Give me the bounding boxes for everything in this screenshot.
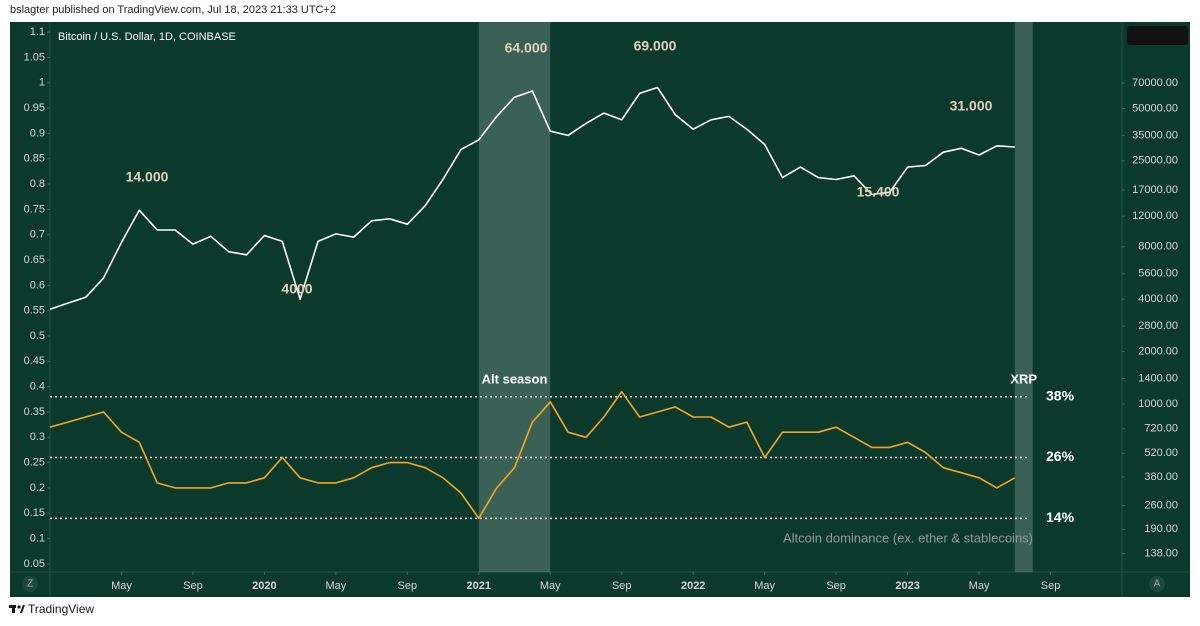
y-tick-label: 0.2 — [30, 482, 45, 494]
y-tick-label: 0.35 — [24, 406, 45, 418]
button-label[interactable]: Z — [27, 579, 33, 590]
region-label: XRP — [1010, 371, 1037, 386]
annotation: 31.000 — [950, 98, 993, 114]
x-tick-label: 2022 — [681, 580, 705, 592]
series-line — [49, 390, 1016, 520]
y-tick-label: 1 — [39, 77, 45, 89]
y2-tick-label: 1000.00 — [1138, 398, 1178, 410]
y2-tick-label: 12000.00 — [1132, 210, 1178, 222]
y2-tick-label: 138.00 — [1144, 547, 1178, 559]
y2-tick-label: 380.00 — [1144, 471, 1178, 483]
x-tick-label: May — [325, 580, 346, 592]
chart-panel — [10, 22, 1190, 597]
reference-label: 38% — [1046, 387, 1075, 403]
annotation: 14.000 — [126, 169, 169, 185]
annotation: 64.000 — [505, 40, 548, 56]
y-tick-label: 0.3 — [30, 431, 45, 443]
y2-tick-label: 190.00 — [1144, 523, 1178, 535]
logo — [9, 605, 25, 613]
x-tick-label: May — [540, 580, 561, 592]
annotation: 4000 — [281, 281, 312, 297]
y2-tick-label: 50000.00 — [1132, 102, 1178, 114]
y-tick-label: 0.75 — [24, 203, 45, 215]
y2-tick-label: 8000.00 — [1138, 241, 1178, 253]
y-tick-label: 0.55 — [24, 305, 45, 317]
y-tick-label: 0.7 — [30, 229, 45, 241]
annotation: 69.000 — [634, 38, 677, 54]
x-tick-label: May — [111, 580, 132, 592]
series-line — [49, 86, 1015, 311]
y-tick-label: 1.05 — [24, 51, 45, 63]
y2-tick-label: 2800.00 — [1138, 320, 1178, 332]
y2-tick-label: 5600.00 — [1138, 268, 1178, 280]
y2-tick-label: 25000.00 — [1132, 155, 1178, 167]
y2-tick-label: 70000.00 — [1132, 77, 1178, 89]
x-tick-label: Sep — [183, 580, 203, 592]
y2-tick-label: 17000.00 — [1132, 184, 1178, 196]
y-tick-label: 1.1 — [30, 26, 45, 38]
y-tick-label: 0.5 — [30, 330, 45, 342]
y-tick-label: 0.95 — [24, 102, 45, 114]
reference-label: 14% — [1046, 509, 1075, 525]
y-tick-label: 0.65 — [24, 254, 45, 266]
y-tick-label: 0.6 — [30, 279, 45, 291]
reference-label: 26% — [1046, 448, 1075, 464]
region-label: Alt season — [482, 371, 548, 386]
y2-tick-label: 35000.00 — [1132, 129, 1178, 141]
button[interactable] — [1149, 576, 1165, 592]
header: bslagter published on TradingView.com, J… — [10, 4, 336, 16]
y-tick-label: 0.9 — [30, 127, 45, 139]
y2-tick-label: 260.00 — [1144, 500, 1178, 512]
y2-tick-label: 520.00 — [1144, 447, 1178, 459]
y-tick-label: 0.8 — [30, 178, 45, 190]
y2-tick-label: 1400.00 — [1138, 372, 1178, 384]
region — [1014, 22, 1033, 572]
y-tick-label: 0.4 — [30, 381, 45, 393]
series-caption: Altcoin dominance (ex. ether & stablecoi… — [783, 530, 1033, 545]
footer: TradingView — [28, 602, 94, 616]
region — [478, 22, 551, 572]
x-tick-label: 2020 — [252, 580, 276, 592]
x-tick-label: Sep — [1041, 580, 1061, 592]
y-tick-label: 0.45 — [24, 355, 45, 367]
x-tick-label: Sep — [826, 580, 846, 592]
y-tick-label: 0.1 — [30, 532, 45, 544]
y2-tick-label: 4000.00 — [1138, 293, 1178, 305]
x-tick-label: 2021 — [467, 580, 491, 592]
y2-tick-label: 2000.00 — [1138, 345, 1178, 357]
y-tick-label: 0.15 — [24, 507, 45, 519]
x-tick-label: Sep — [612, 580, 632, 592]
button-label[interactable]: A — [1154, 579, 1161, 590]
x-tick-label: 2023 — [895, 580, 919, 592]
x-tick-label: May — [969, 580, 990, 592]
y-tick-label: 0.05 — [24, 558, 45, 570]
y-tick-label: 0.85 — [24, 153, 45, 165]
legend-entry: Bitcoin / U.S. Dollar, 1D, COINBASE — [58, 31, 236, 43]
x-tick-label: May — [754, 580, 775, 592]
x-tick-label: Sep — [398, 580, 418, 592]
button[interactable] — [22, 576, 38, 592]
y2-tick-label: 720.00 — [1144, 423, 1178, 435]
annotation: 15.400 — [857, 184, 900, 200]
price-tag — [1127, 26, 1188, 45]
y-tick-label: 0.25 — [24, 457, 45, 469]
